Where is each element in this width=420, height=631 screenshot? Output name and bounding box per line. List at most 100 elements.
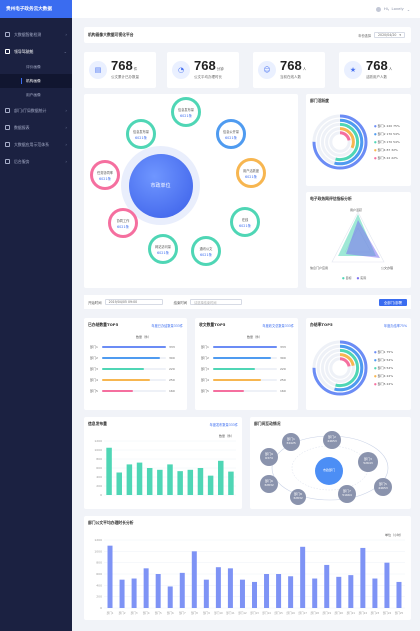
bar-value: 250 — [280, 378, 286, 382]
bar-track — [102, 378, 166, 382]
office-link[interactable]: 年度办结率75% — [383, 324, 407, 328]
x-tick-label: 部门10 — [214, 611, 223, 615]
bar — [136, 462, 143, 495]
infopub-link[interactable]: 年度发布数量333件 — [209, 423, 238, 427]
docavg-title: 部门公文平均办理时长分析 — [88, 520, 134, 525]
top5a-link[interactable]: 年度已办结数量333件 — [151, 324, 183, 328]
y-tick-label: 600 — [96, 572, 102, 576]
chevron-down-icon[interactable]: ⌄ — [406, 6, 410, 12]
chevron-right-icon: › — [65, 159, 67, 164]
legend-dot: ● — [374, 148, 378, 152]
sidebar-sub-evaluation[interactable]: 评价画像 — [0, 60, 72, 74]
chevron-down-icon: ⌄ — [63, 49, 67, 54]
center-bubble[interactable]: 市政部门 — [315, 457, 343, 485]
end-time-input[interactable]: 请选择结束时间 — [190, 299, 243, 305]
x-tick-label: 部门7 — [179, 611, 186, 615]
clock-icon: ◔ — [172, 61, 190, 79]
sidebar-sub-user[interactable]: 用户画像 — [0, 88, 72, 102]
sidebar-item-label: 部门/厅局数据统计 — [14, 107, 47, 113]
x-tick-label: 部门16 — [286, 611, 295, 615]
node-8[interactable]: 信息发布量 6021条 — [126, 119, 156, 149]
bar-row: 部门2 300 — [201, 355, 286, 361]
x-tick-label: 部门24 — [383, 611, 392, 615]
x-tick-label: 部门4 — [143, 611, 150, 615]
date-select[interactable]: 2020/04/20 ▾ — [374, 32, 405, 38]
ring-fill — [320, 348, 360, 388]
legend-name: 部门2 — [377, 358, 387, 362]
bar-fill — [102, 345, 166, 349]
x-tick-label: 部门14 — [262, 611, 271, 615]
stat-card-time: ◔ 768分钟 公文平均办理时长 — [167, 52, 239, 88]
activity-title: 部门活跃度 — [310, 98, 329, 103]
bar — [155, 574, 161, 608]
start-time-input[interactable]: 2019/04/05 09:00 — [104, 299, 163, 305]
sidebar-item-monitor[interactable]: 大数据智能检测 › — [0, 26, 72, 43]
node-0[interactable]: 信息发布量 6021条 — [171, 97, 201, 127]
bubble-5[interactable]: 部门5 44653 — [374, 478, 392, 496]
legend-dot: ● — [374, 140, 378, 144]
legend-pct: 75% — [386, 350, 394, 354]
sidebar-item-report[interactable]: 数据报表 › — [0, 119, 72, 136]
node-value: 6021条 — [98, 176, 112, 181]
sidebar-item-stats[interactable]: 部门/厅局数据统计 › — [0, 102, 72, 119]
bubble-8[interactable]: 部门8 32832 — [290, 489, 306, 505]
bar — [167, 464, 173, 495]
stat-number: 768人 — [280, 58, 306, 73]
node-4[interactable]: 通讯公文 6021条 — [191, 236, 221, 266]
node-7[interactable]: 任务协同率 6021条 — [90, 160, 120, 190]
legend-name: 部门4 — [377, 148, 387, 152]
bubble-6[interactable]: 部门6 32832 — [260, 475, 278, 493]
bubble-1[interactable]: 部门1 34425 — [282, 433, 300, 451]
bar — [215, 567, 221, 608]
bar-fill — [102, 356, 160, 360]
bar — [167, 586, 173, 608]
sidebar-sub-label: 评价画像 — [26, 64, 41, 69]
ring-fill — [329, 357, 351, 379]
sidebar-item-service[interactable]: 后台服务 › — [0, 153, 72, 170]
bubble-3[interactable]: 部门3 52643 — [358, 452, 378, 472]
sidebar-item-demo[interactable]: 大数据应用示范体系 › — [0, 136, 72, 153]
all-depts-button[interactable]: 全部门/部署 — [378, 298, 407, 306]
bubble-9[interactable]: 部门9 6374 — [260, 448, 278, 466]
bubble-7[interactable]: 部门7 51664 — [338, 485, 356, 503]
bar-fill — [213, 345, 277, 349]
bar-fill — [102, 389, 133, 393]
bar-label: 部门3 — [90, 367, 98, 371]
legend-pct: 22% — [386, 374, 394, 378]
node-5[interactable]: 网站访问量 6021条 — [148, 234, 178, 264]
y-tick-label: 1000 — [94, 448, 102, 452]
bar-label: 部门5 — [201, 389, 209, 393]
end-time-placeholder: 请选择结束时间 — [194, 300, 217, 305]
user-name[interactable]: Hi，Lovely — [383, 6, 404, 11]
bubble-name: 部门6 — [265, 479, 273, 484]
node-1[interactable]: 信息公开量 6021条 — [216, 119, 246, 149]
bubble-value: 44653 — [378, 486, 388, 490]
calendar-icon: ▾ — [399, 33, 401, 37]
y-tick-label: 600 — [96, 466, 102, 470]
node-2[interactable]: 用户活跃度 6021条 — [236, 158, 266, 188]
bar-fill — [213, 367, 256, 371]
stat-card-docs: ▤ 768件 公文累计已办数量 — [84, 52, 156, 88]
x-tick-label: 部门15 — [274, 611, 283, 615]
sidebar: 贵州电子政务云大数据 大数据智能检测 › 领导驾驶舱 ⌄ 评价画像 机构画像 用户画… — [0, 0, 72, 631]
node-6[interactable]: 协同工作 6021条 — [108, 208, 138, 238]
bar-row: 部门2 300 — [90, 355, 175, 361]
bar-row: 部门4 250 — [201, 377, 286, 383]
bubble-2[interactable]: 部门2 44653 — [323, 431, 341, 449]
bar — [106, 447, 112, 495]
sidebar-sub-org[interactable]: 机构画像 — [0, 74, 72, 88]
bar-row: 部门1 333 — [201, 344, 286, 350]
top5b-link[interactable]: 年度收文总数量333件 — [262, 324, 294, 328]
bar-label: 部门4 — [90, 378, 98, 382]
bar — [372, 578, 378, 608]
legend-value: 220 — [386, 124, 394, 128]
radar-label-left: 信息门户应用 — [310, 266, 329, 270]
x-tick-label: 部门12 — [238, 611, 247, 615]
stat-value: 768 — [366, 58, 388, 73]
bar-fill — [213, 356, 271, 360]
legend-dot: ● — [374, 124, 378, 128]
top5b-title: 收文数量TOP5 — [199, 322, 226, 327]
sidebar-item-cockpit[interactable]: 领导驾驶舱 ⌄ — [0, 43, 72, 60]
node-3[interactable]: 在线 6021条 — [230, 207, 260, 237]
stat-label: 公文累计已办数量 — [111, 75, 139, 79]
